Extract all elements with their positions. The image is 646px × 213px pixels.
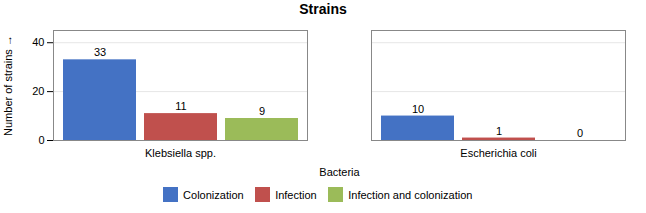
svg-text:10: 10 bbox=[412, 103, 424, 115]
svg-text:Number of strains →: Number of strains → bbox=[2, 35, 14, 136]
svg-text:0: 0 bbox=[577, 127, 583, 139]
svg-text:33: 33 bbox=[94, 46, 106, 58]
svg-text:Escherichia coli: Escherichia coli bbox=[460, 147, 536, 159]
svg-text:9: 9 bbox=[259, 105, 265, 117]
svg-text:Klebsiella spp.: Klebsiella spp. bbox=[145, 147, 216, 159]
html-text:Infection: Infection bbox=[275, 188, 317, 201]
svg-text:0: 0 bbox=[38, 134, 44, 146]
svg-text:Bacteria: Bacteria bbox=[319, 166, 360, 178]
html-text:Strains: Strains bbox=[299, 1, 347, 17]
svg-text:40: 40 bbox=[32, 36, 44, 48]
svg-text:1: 1 bbox=[496, 125, 502, 137]
svg-text:11: 11 bbox=[175, 100, 186, 112]
html-text:Colonization: Colonization bbox=[183, 188, 244, 201]
html-text:Infection and colonization: Infection and colonization bbox=[348, 188, 473, 201]
svg-text:20: 20 bbox=[32, 85, 44, 97]
